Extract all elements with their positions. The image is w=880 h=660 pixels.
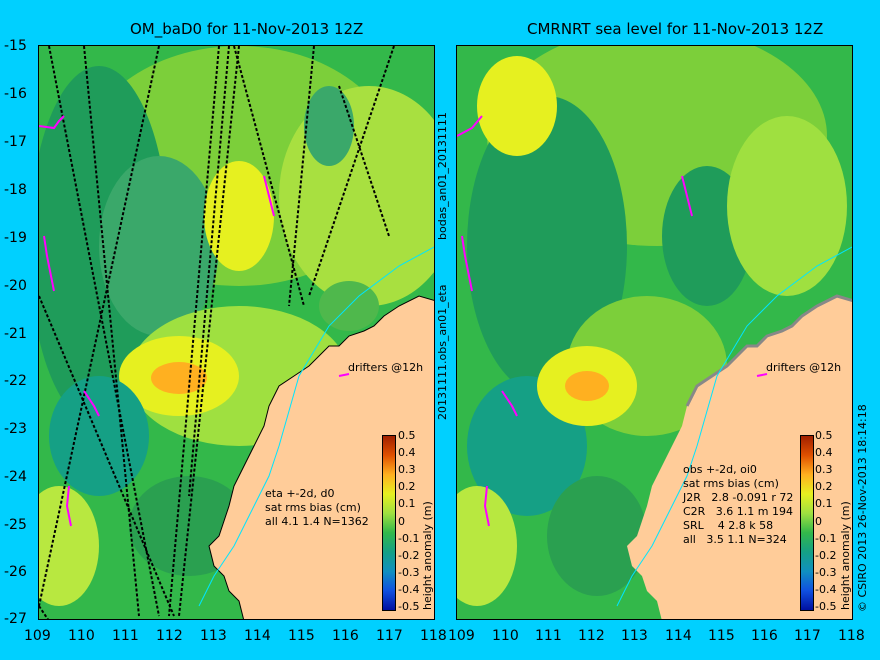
x-tick: 110 (68, 628, 95, 644)
y-tick: -19 (4, 230, 27, 246)
colorbar-tick: 0.3 (398, 463, 416, 476)
x-tick: 113 (200, 628, 227, 644)
colorbar-tick: -0.2 (815, 549, 837, 562)
x-tick: 112 (156, 628, 183, 644)
x-tick: 113 (621, 628, 648, 644)
left-map-panel (38, 45, 435, 620)
colorbar-tick: 0.5 (815, 429, 833, 442)
colorbar-tick: -0.4 (815, 583, 837, 596)
right-legend: obs +-2d, oi0 sat rms bias (cm) J2R 2.8 … (683, 463, 794, 546)
vertical-label-top: bodas_an01_20131111 (436, 112, 449, 240)
colorbar-tick: -0.1 (815, 532, 837, 545)
x-tick: 112 (578, 628, 605, 644)
colorbar-tick: 0.5 (398, 429, 416, 442)
y-tick: -25 (4, 517, 27, 533)
colorbar-tick: 0.1 (398, 497, 416, 510)
x-tick: 117 (376, 628, 403, 644)
left-legend: eta +-2d, d0 sat rms bias (cm) all 4.1 1… (265, 487, 369, 528)
left-colorbar-scale (382, 435, 396, 611)
right-colorbar-title: height anomaly (m) (839, 501, 852, 610)
y-tick: -22 (4, 373, 27, 389)
colorbar-tick: -0.5 (815, 600, 837, 613)
colorbar-tick: -0.2 (398, 549, 420, 562)
x-tick: 109 (24, 628, 51, 644)
x-tick: 110 (492, 628, 519, 644)
x-tick: 118 (838, 628, 865, 644)
y-tick: -16 (4, 86, 27, 102)
colorbar-tick: 0.2 (398, 480, 416, 493)
y-tick: -21 (4, 326, 27, 342)
colorbar-tick: 0.4 (398, 446, 416, 459)
right-map-panel (456, 45, 853, 620)
colorbar-tick: -0.4 (398, 583, 420, 596)
colorbar-tick: 0.3 (815, 463, 833, 476)
x-tick: 111 (535, 628, 562, 644)
colorbar-tick: 0 (398, 515, 405, 528)
x-tick: 117 (794, 628, 821, 644)
colorbar-tick: -0.3 (398, 566, 420, 579)
y-tick: -18 (4, 182, 27, 198)
y-tick: -23 (4, 421, 27, 437)
colorbar-tick: -0.1 (398, 532, 420, 545)
x-tick: 109 (448, 628, 475, 644)
x-tick: 115 (708, 628, 735, 644)
vertical-label-bottom: 20131111.obs_an01_eta (436, 284, 449, 420)
colorbar-tick: -0.5 (398, 600, 420, 613)
colorbar-tick: 0 (815, 515, 822, 528)
right-map-title: CMRNRT sea level for 11-Nov-2013 12Z (527, 20, 824, 38)
x-tick: 116 (332, 628, 359, 644)
colorbar-tick: 0.4 (815, 446, 833, 459)
x-tick: 118 (420, 628, 447, 644)
left-colorbar-title: height anomaly (m) (421, 501, 434, 610)
left-drifters-label: drifters @12h (348, 361, 424, 374)
y-tick: -26 (4, 564, 27, 580)
copyright-label: © CSIRO 2013 26-Nov-2013 18:14:18 (856, 404, 869, 612)
x-tick: 116 (751, 628, 778, 644)
y-tick: -20 (4, 278, 27, 294)
right-drifters-label: drifters @12h (766, 361, 842, 374)
y-tick: -27 (4, 611, 27, 627)
colorbar-tick: -0.3 (815, 566, 837, 579)
x-tick: 111 (112, 628, 139, 644)
right-colorbar-scale (800, 435, 814, 611)
x-tick: 114 (665, 628, 692, 644)
y-tick: -24 (4, 469, 27, 485)
left-map-title: OM_baD0 for 11-Nov-2013 12Z (130, 20, 364, 38)
right-map-graphic (457, 46, 852, 619)
x-tick: 115 (288, 628, 315, 644)
left-map-graphic (39, 46, 434, 619)
colorbar-tick: 0.1 (815, 497, 833, 510)
x-tick: 114 (244, 628, 271, 644)
y-tick: -17 (4, 134, 27, 150)
colorbar-tick: 0.2 (815, 480, 833, 493)
y-tick: -15 (4, 38, 27, 54)
